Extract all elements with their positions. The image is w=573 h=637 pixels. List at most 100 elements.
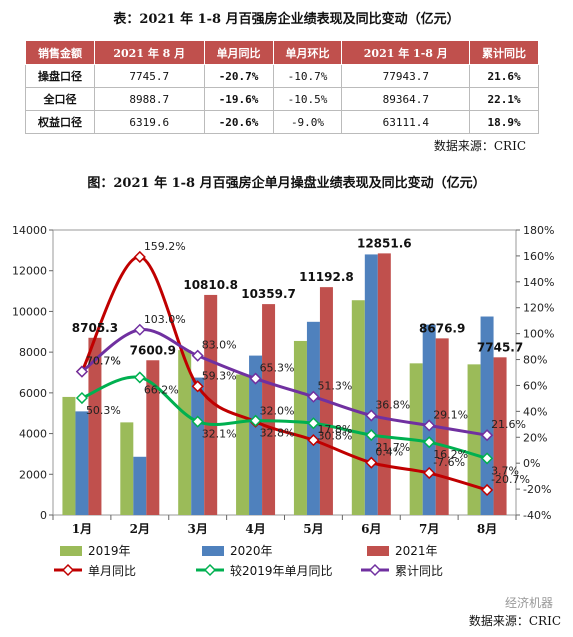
- bar-2020年: [249, 355, 263, 515]
- y2-tick-label: 0%: [523, 457, 540, 470]
- point-累计同比: [249, 372, 262, 385]
- x-tick-label: 4月: [245, 522, 265, 536]
- cell-ytd: 63111.4: [341, 110, 471, 134]
- bar-2020年: [75, 411, 89, 515]
- point-较2019年单月同比: [365, 429, 378, 442]
- bar-2021年: [146, 360, 160, 515]
- x-tick-label: 5月: [303, 522, 323, 536]
- point-单月同比: [481, 483, 494, 497]
- line-data-label: 32.1%: [202, 428, 237, 441]
- row-label: 全口径: [25, 87, 95, 111]
- line-data-label: 83.0%: [202, 339, 237, 352]
- line-data-label: 65.3%: [260, 362, 295, 375]
- line-data-label: 159.2%: [144, 240, 186, 253]
- point-单月同比: [365, 456, 378, 469]
- combo-chart: 0 2000 4000 6000 8000 10000 12000 14000 -40% -20%…: [12, 224, 554, 578]
- table-row: 权益口径 6319.6 -20.6% -9.0% 63111.4 18.9%: [25, 110, 539, 134]
- x-tick-label: 7月: [419, 522, 439, 536]
- point-较2019年单月同比: [133, 371, 146, 384]
- y2-tick-label: 160%: [523, 250, 554, 263]
- line-data-label: 0.4%: [375, 446, 403, 459]
- legend-label: 累计同比: [395, 564, 443, 578]
- table-header-row: 销售金额 2021 年 8 月 单月同比 单月环比 2021 年 1-8 月 累…: [25, 40, 539, 65]
- point-单月同比: [307, 434, 320, 447]
- line-data-label: -7.6%: [433, 456, 465, 469]
- point-累计同比: [75, 365, 88, 378]
- y-tick-label: 2000: [19, 468, 47, 481]
- bar-2019年: [120, 422, 134, 515]
- y2-tick-label: 60%: [523, 379, 547, 392]
- bar-2019年: [467, 364, 481, 515]
- bar-2019年: [178, 350, 192, 515]
- point-较2019年单月同比: [423, 436, 436, 449]
- y-tick-label: 8000: [19, 346, 47, 359]
- line-data-label: 30.8%: [317, 429, 352, 442]
- cell-ytd: 77943.7: [341, 64, 471, 88]
- point-累计同比: [133, 323, 146, 336]
- table-row: 操盘口径 7745.7 -20.7% -10.7% 77943.7 21.6%: [25, 64, 539, 88]
- cell-yoy: -19.6%: [203, 87, 274, 111]
- point-较2019年单月同比: [481, 452, 494, 465]
- bar-2021年: [493, 357, 507, 515]
- line-data-label: 32.8%: [260, 427, 295, 440]
- line-data-label: 32.0%: [260, 405, 295, 418]
- line-data-label: 103.0%: [144, 313, 186, 326]
- cell-aug: 7745.7: [93, 64, 205, 88]
- x-tick-label: 6月: [361, 522, 381, 536]
- legend-marker-单月同比: [61, 563, 75, 577]
- bar-2020年: [191, 377, 205, 515]
- bar-data-label: 7600.9: [130, 343, 176, 357]
- row-label: 权益口径: [25, 110, 95, 134]
- point-较2019年单月同比: [75, 391, 88, 405]
- bar-2021年: [204, 294, 218, 515]
- point-累计同比: [191, 349, 204, 362]
- point-较2019年单月同比: [307, 417, 320, 430]
- line-data-label: 17.8%: [317, 423, 352, 436]
- legend-label: 2021年: [395, 544, 438, 558]
- cell-mom: -10.7%: [272, 64, 343, 88]
- row-label: 操盘口径: [25, 64, 95, 88]
- legend-label: 单月同比: [88, 564, 136, 578]
- bar-2020年: [133, 456, 147, 515]
- point-累计同比: [423, 419, 436, 432]
- performance-table: 销售金额 2021 年 8 月 单月同比 单月环比 2021 年 1-8 月 累…: [25, 40, 539, 134]
- point-较2019年单月同比: [249, 414, 262, 427]
- x-tick-label: 8月: [477, 522, 497, 536]
- line-data-label: 59.3%: [202, 369, 237, 382]
- cell-cum: 22.1%: [469, 87, 539, 111]
- cell-mom: -9.0%: [272, 110, 343, 134]
- line-data-label: 50.3%: [86, 404, 121, 417]
- chart-source: 数据来源：CRIC: [468, 614, 561, 628]
- y-tick-label: 14000: [12, 224, 47, 237]
- y2-tick-label: 20%: [523, 431, 547, 444]
- cell-yoy: -20.7%: [203, 64, 274, 88]
- y-tick-label: 12000: [12, 265, 47, 278]
- point-累计同比: [307, 390, 320, 403]
- legend-swatch-2019年: [60, 546, 82, 556]
- line-data-label: 70.7%: [86, 355, 121, 368]
- bar-data-label: 11192.8: [299, 270, 354, 284]
- line-data-label: 36.8%: [375, 399, 410, 412]
- y2-tick-label: -40%: [523, 509, 551, 522]
- header-cum: 累计同比: [469, 40, 539, 65]
- legend-marker-较2019年单月同比: [203, 563, 217, 577]
- line-data-label: 70.7%: [86, 355, 121, 368]
- table-row: 全口径 8988.7 -19.6% -10.5% 89364.7 22.1%: [25, 87, 539, 111]
- line-data-label: 66.2%: [144, 383, 179, 396]
- header-sales: 销售金额: [25, 40, 95, 65]
- y-tick-label: 10000: [12, 305, 47, 318]
- y2-tick-label: 80%: [523, 354, 547, 367]
- y2-tick-label: 140%: [523, 276, 554, 289]
- line-data-label: 21.6%: [491, 418, 526, 431]
- legend-label: 较2019年单月同比: [230, 563, 333, 578]
- bar-2019年: [236, 374, 250, 515]
- table-source: 数据来源：CRIC: [433, 139, 526, 153]
- x-tick-label: 1月: [72, 522, 92, 536]
- header-ytd: 2021 年 1-8 月: [341, 40, 471, 65]
- line-data-label: 21.7%: [375, 441, 410, 454]
- bar-data-label: 8676.9: [419, 321, 465, 335]
- line-data-label: 51.3%: [317, 380, 352, 393]
- header-aug: 2021 年 8 月: [93, 40, 205, 65]
- cell-mom: -10.5%: [272, 87, 343, 111]
- point-累计同比: [481, 429, 494, 442]
